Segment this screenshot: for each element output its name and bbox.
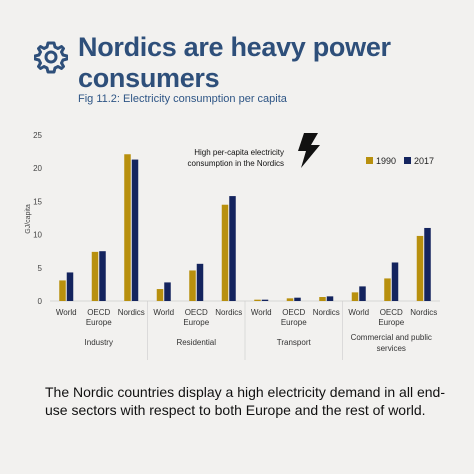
y-tick-label: 10 bbox=[33, 231, 42, 240]
category-label: World bbox=[348, 308, 369, 317]
bar-2017-transport-nordics bbox=[326, 296, 334, 301]
category-label: OECD bbox=[380, 308, 403, 317]
bar-2017-residential-oecd-europe bbox=[196, 263, 204, 301]
bar-1990-transport-world bbox=[254, 299, 261, 301]
legend: 1990 2017 bbox=[366, 156, 434, 166]
y-axis-label: GJ/capita bbox=[25, 204, 32, 234]
bar-1990-industry-nordics bbox=[124, 154, 131, 301]
bar-1990-commercial-world bbox=[351, 292, 359, 301]
annotation-text: High per-capita electricity consumption i… bbox=[188, 148, 285, 168]
category-label: Nordics bbox=[215, 308, 242, 317]
category-label: Nordics bbox=[410, 308, 437, 317]
category-label: OECD bbox=[87, 308, 110, 317]
category-label: Nordics bbox=[313, 308, 340, 317]
bar-2017-commercial-world bbox=[359, 286, 366, 301]
category-label: Europe bbox=[378, 318, 404, 327]
group-label: Commercial and public bbox=[351, 333, 432, 342]
bar-1990-industry-oecd-europe bbox=[91, 251, 99, 301]
group-label: services bbox=[377, 344, 406, 353]
category-label: Europe bbox=[183, 318, 209, 327]
category-label: Nordics bbox=[118, 308, 145, 317]
category-label: World bbox=[251, 308, 272, 317]
category-label: OECD bbox=[282, 308, 305, 317]
category-label: Europe bbox=[86, 318, 112, 327]
y-tick-label: 20 bbox=[33, 164, 42, 173]
annotation-line: consumption in the Nordics bbox=[188, 159, 285, 168]
group-label: Transport bbox=[277, 338, 312, 347]
chart-grid: 0 5 10 15 20 25 bbox=[33, 131, 440, 360]
bar-2017-industry-world bbox=[66, 272, 74, 301]
category-label: Europe bbox=[281, 318, 307, 327]
y-tick-label: 0 bbox=[38, 297, 43, 306]
page-title: Nordics are heavy power consumers bbox=[78, 32, 391, 93]
category-label: World bbox=[153, 308, 174, 317]
bar-1990-commercial-oecd-europe bbox=[384, 278, 391, 301]
bar-1990-commercial-nordics bbox=[416, 235, 424, 301]
bar-1990-residential-world bbox=[156, 289, 164, 301]
legend-label-2017: 2017 bbox=[414, 156, 434, 166]
bar-1990-residential-nordics bbox=[221, 204, 229, 301]
group-label: Residential bbox=[176, 338, 216, 347]
category-label: World bbox=[56, 308, 77, 317]
bar-2017-commercial-oecd-europe bbox=[391, 262, 399, 301]
bar-2017-transport-oecd-europe bbox=[294, 297, 301, 301]
bar-2017-industry-nordics bbox=[131, 159, 139, 301]
legend-swatch-1990 bbox=[366, 157, 373, 164]
bar-1990-transport-oecd-europe bbox=[286, 298, 294, 301]
bar-2017-commercial-nordics bbox=[424, 227, 431, 301]
annotation: High per-capita electricity consumption i… bbox=[188, 133, 320, 168]
caption: The Nordic countries display a high elec… bbox=[45, 384, 445, 418]
bar-1990-transport-nordics bbox=[319, 297, 326, 301]
legend-label-1990: 1990 bbox=[376, 156, 396, 166]
group-label: Industry bbox=[85, 338, 113, 347]
figure-subtitle: Fig 11.2: Electricity consumption per ca… bbox=[78, 93, 287, 105]
lightning-icon bbox=[298, 133, 320, 168]
bar-2017-industry-oecd-europe bbox=[99, 251, 106, 301]
annotation-line: High per-capita electricity bbox=[194, 148, 284, 157]
legend-swatch-2017 bbox=[404, 157, 411, 164]
chart-bars bbox=[59, 154, 431, 301]
bar-2017-transport-world bbox=[261, 299, 269, 301]
bar-2017-residential-nordics bbox=[229, 196, 236, 301]
bar-1990-industry-world bbox=[59, 280, 66, 301]
y-tick-label: 5 bbox=[38, 264, 43, 273]
bar-1990-residential-oecd-europe bbox=[189, 270, 196, 301]
y-tick-label: 25 bbox=[33, 131, 42, 140]
gear-icon bbox=[34, 41, 68, 74]
y-tick-label: 15 bbox=[33, 197, 42, 206]
bar-2017-residential-world bbox=[164, 282, 171, 301]
category-label: OECD bbox=[185, 308, 208, 317]
